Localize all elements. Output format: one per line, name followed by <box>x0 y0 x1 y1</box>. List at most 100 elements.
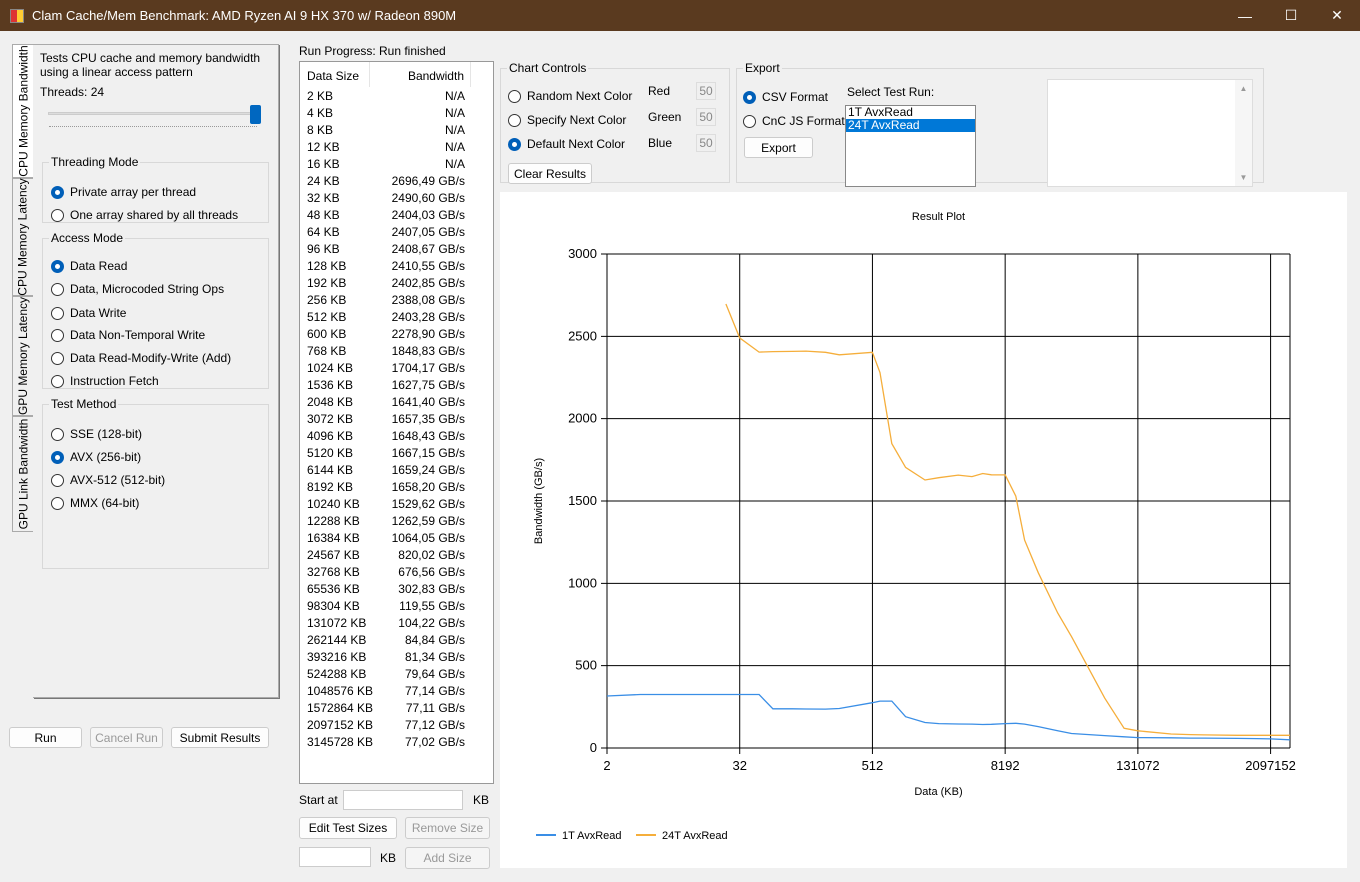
add-size-button[interactable]: Add Size <box>405 847 490 869</box>
radio-csv-format[interactable]: CSV Format <box>743 90 828 104</box>
cell-bandwidth: 2696,49 GB/s <box>391 174 465 188</box>
table-row[interactable]: 8 KB N/A <box>307 123 465 140</box>
radio-dot <box>743 114 756 128</box>
radio-specify-color[interactable]: Specify Next Color <box>508 113 626 127</box>
table-row[interactable]: 1024 KB 1704,17 GB/s <box>307 361 465 378</box>
threads-slider-thumb[interactable] <box>250 105 261 124</box>
radio-instruction-fetch[interactable]: Instruction Fetch <box>51 374 159 388</box>
table-row[interactable]: 128 KB 2410,55 GB/s <box>307 259 465 276</box>
test-run-list[interactable]: 1T AvxRead 24T AvxRead <box>845 105 976 187</box>
red-label: Red <box>648 84 671 98</box>
table-row[interactable]: 2097152 KB 77,12 GB/s <box>307 718 465 735</box>
table-row[interactable]: 48 KB 2404,03 GB/s <box>307 208 465 225</box>
red-input[interactable]: 50 <box>696 82 716 100</box>
table-row[interactable]: 1536 KB 1627,75 GB/s <box>307 378 465 395</box>
table-row[interactable]: 1572864 KB 77,11 GB/s <box>307 701 465 718</box>
radio-label: CnC JS Format <box>762 114 845 128</box>
table-row[interactable]: 768 KB 1848,83 GB/s <box>307 344 465 361</box>
table-row[interactable]: 6144 KB 1659,24 GB/s <box>307 463 465 480</box>
run-button[interactable]: Run <box>9 727 82 748</box>
tab-gpu-memory-latency[interactable]: GPU Memory Latency <box>12 296 34 416</box>
radio-cnc-js-format[interactable]: CnC JS Format <box>743 114 845 128</box>
table-row[interactable]: 65536 KB 302,83 GB/s <box>307 582 465 599</box>
radio-random-color[interactable]: Random Next Color <box>508 89 632 103</box>
table-row[interactable]: 16384 KB 1064,05 GB/s <box>307 531 465 548</box>
radio-data-write[interactable]: Data Write <box>51 306 126 320</box>
export-output-textbox[interactable]: ▲ ▼ <box>1047 79 1253 187</box>
test-run-item[interactable]: 1T AvxRead <box>848 105 913 119</box>
minimize-button[interactable]: — <box>1238 7 1252 24</box>
cancel-run-button[interactable]: Cancel Run <box>90 727 163 748</box>
column-header-bandwidth[interactable]: Bandwidth <box>370 62 471 87</box>
table-row[interactable]: 24567 KB 820,02 GB/s <box>307 548 465 565</box>
cell-bandwidth: 2404,03 GB/s <box>391 208 465 222</box>
scroll-up-icon[interactable]: ▲ <box>1239 84 1248 93</box>
table-row[interactable]: 3145728 KB 77,02 GB/s <box>307 735 465 752</box>
table-row[interactable]: 1048576 KB 77,14 GB/s <box>307 684 465 701</box>
radio-rmw[interactable]: Data Read-Modify-Write (Add) <box>51 351 231 365</box>
table-row[interactable]: 16 KB N/A <box>307 157 465 174</box>
maximize-button[interactable]: ☐ <box>1284 7 1298 23</box>
table-row[interactable]: 524288 KB 79,64 GB/s <box>307 667 465 684</box>
table-row[interactable]: 4 KB N/A <box>307 106 465 123</box>
tab-gpu-link-bandwidth[interactable]: GPU Link Bandwidth <box>12 416 34 532</box>
table-row[interactable]: 4096 KB 1648,43 GB/s <box>307 429 465 446</box>
scrollbar[interactable]: ▲ ▼ <box>1235 80 1252 186</box>
table-row[interactable]: 2048 KB 1641,40 GB/s <box>307 395 465 412</box>
table-row[interactable]: 32 KB 2490,60 GB/s <box>307 191 465 208</box>
table-row[interactable]: 12 KB N/A <box>307 140 465 157</box>
start-at-input[interactable] <box>343 790 463 810</box>
cell-data-size: 24 KB <box>307 174 340 188</box>
radio-sse[interactable]: SSE (128-bit) <box>51 427 142 441</box>
table-row[interactable]: 5120 KB 1667,15 GB/s <box>307 446 465 463</box>
radio-mmx[interactable]: MMX (64-bit) <box>51 496 139 510</box>
radio-private-array[interactable]: Private array per thread <box>51 185 196 199</box>
close-button[interactable]: ✕ <box>1331 7 1343 23</box>
tab-cpu-memory-bandwidth[interactable]: CPU Memory Bandwidth <box>12 44 35 178</box>
radio-data-read[interactable]: Data Read <box>51 259 127 273</box>
cell-data-size: 2 KB <box>307 89 334 103</box>
table-row[interactable]: 2 KB N/A <box>307 89 465 106</box>
blue-input[interactable]: 50 <box>696 134 716 152</box>
radio-dot <box>51 473 64 487</box>
remove-size-button[interactable]: Remove Size <box>405 817 490 839</box>
table-row[interactable]: 24 KB 2696,49 GB/s <box>307 174 465 191</box>
table-row[interactable]: 192 KB 2402,85 GB/s <box>307 276 465 293</box>
table-row[interactable]: 96 KB 2408,67 GB/s <box>307 242 465 259</box>
submit-results-button[interactable]: Submit Results <box>171 727 269 748</box>
threads-slider[interactable] <box>48 112 260 115</box>
table-row[interactable]: 98304 KB 119,55 GB/s <box>307 599 465 616</box>
edit-test-sizes-button[interactable]: Edit Test Sizes <box>299 817 397 839</box>
table-row[interactable]: 512 KB 2403,28 GB/s <box>307 310 465 327</box>
clear-results-button[interactable]: Clear Results <box>508 163 592 184</box>
cell-bandwidth: N/A <box>444 106 465 120</box>
table-row[interactable]: 393216 KB 81,34 GB/s <box>307 650 465 667</box>
table-row[interactable]: 600 KB 2278,90 GB/s <box>307 327 465 344</box>
radio-nt-write[interactable]: Data Non-Temporal Write <box>51 328 205 342</box>
radio-label: MMX (64-bit) <box>70 496 140 510</box>
export-button[interactable]: Export <box>744 137 813 158</box>
radio-avx512[interactable]: AVX-512 (512-bit) <box>51 473 165 487</box>
table-row[interactable]: 32768 KB 676,56 GB/s <box>307 565 465 582</box>
radio-default-color[interactable]: Default Next Color <box>508 137 625 151</box>
x-tick-label: 32 <box>732 758 746 773</box>
table-row[interactable]: 64 KB 2407,05 GB/s <box>307 225 465 242</box>
radio-string-ops[interactable]: Data, Microcoded String Ops <box>51 282 224 296</box>
radio-avx[interactable]: AVX (256-bit) <box>51 450 141 464</box>
radio-shared-array[interactable]: One array shared by all threads <box>51 208 238 222</box>
tab-cpu-memory-latency[interactable]: CPU Memory Latency <box>12 178 34 296</box>
table-row[interactable]: 10240 KB 1529,62 GB/s <box>307 497 465 514</box>
test-run-item-selected[interactable]: 24T AvxRead <box>846 119 975 132</box>
scroll-down-icon[interactable]: ▼ <box>1239 173 1248 182</box>
table-row[interactable]: 3072 KB 1657,35 GB/s <box>307 412 465 429</box>
green-input[interactable]: 50 <box>696 108 716 126</box>
table-row[interactable]: 12288 KB 1262,59 GB/s <box>307 514 465 531</box>
table-row[interactable]: 262144 KB 84,84 GB/s <box>307 633 465 650</box>
results-table[interactable]: Data Size Bandwidth 2 KB N/A 4 KB N/A 8 KB N/… <box>299 61 494 784</box>
cell-data-size: 3072 KB <box>307 412 354 426</box>
table-row[interactable]: 8192 KB 1658,20 GB/s <box>307 480 465 497</box>
column-header-data-size[interactable]: Data Size <box>300 62 370 87</box>
table-row[interactable]: 131072 KB 104,22 GB/s <box>307 616 465 633</box>
table-row[interactable]: 256 KB 2388,08 GB/s <box>307 293 465 310</box>
add-size-input[interactable] <box>299 847 371 867</box>
